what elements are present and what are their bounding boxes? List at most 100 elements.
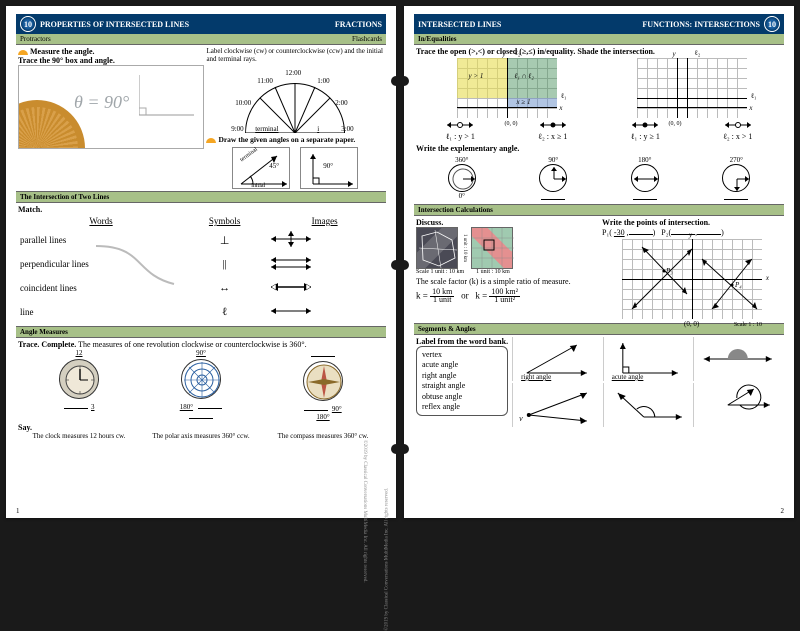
blank <box>198 401 222 409</box>
label-from-bank: Label from the word bank. <box>416 337 508 346</box>
k-equations: k = 10 km1 unit or k = 100 km²1 unit² <box>416 288 596 305</box>
inequalities-content: Trace the open (>,<) or closed (≥,≤) in/… <box>414 45 784 204</box>
say-label: Say. <box>18 423 384 432</box>
point-label: P₃ <box>666 267 673 275</box>
region-label: ℓ₁ ∩ ℓ₂ <box>515 72 534 80</box>
img-coincident <box>265 276 384 300</box>
eq-text: ℓ₁ : y > 1 <box>416 132 505 141</box>
discuss-label: Discuss. <box>416 218 596 227</box>
interval-closed-icon <box>630 120 660 130</box>
measure-label: Measure the angle. <box>30 47 95 56</box>
blank <box>189 411 213 419</box>
origin-label: (0, 0) <box>669 121 682 127</box>
segments-content: Label from the word bank. vertex acute a… <box>414 335 784 429</box>
initial-text: initial <box>251 183 265 189</box>
region-label: x ≥ 1 <box>517 98 531 106</box>
eq-left2: ℓ₂ : x ≥ 1 <box>509 120 598 141</box>
deg-label: 90° <box>332 405 342 413</box>
blank <box>311 349 335 357</box>
interval-closed-icon <box>538 120 568 130</box>
header-title: PROPERTIES OF INTERSECTED LINES <box>40 20 335 29</box>
map-detail <box>416 227 458 269</box>
compass-item: 90° 180° <box>262 349 384 421</box>
section-segments: Segments & Angles <box>414 323 784 335</box>
chapter-badge: 10 <box>20 16 36 32</box>
header-title: INTERSECTED LINES <box>418 20 589 29</box>
points-grid: P₃ P₄ (0, 0) Scale 1 : 10 y x <box>622 239 762 319</box>
eq-text: ℓ₁ : y ≥ 1 <box>601 132 690 141</box>
page-left: 10 PROPERTIES OF INTERSECTED LINES FRACT… <box>6 6 396 518</box>
page-right: INTERSECTED LINES FUNCTIONS: INTERSECTIO… <box>404 6 794 518</box>
header-bar: 10 PROPERTIES OF INTERSECTED LINES FRACT… <box>16 14 386 34</box>
bank-word: right angle <box>422 371 502 381</box>
theta-label: θ = 90° <box>74 92 129 113</box>
section-angle-measures: Angle Measures <box>16 326 386 338</box>
origin-label: (0, 0) <box>684 320 699 328</box>
angle-right: acute angle <box>603 337 692 381</box>
bank-word: acute angle <box>422 360 502 370</box>
grid-box-1: y > 1 ℓ₁ ∩ ℓ₂ x ≥ 1 ℓ₂ ℓ₁ (0, 0) yx <box>457 58 557 118</box>
deg-label: 90° <box>196 349 206 357</box>
angle-fill: right angle <box>521 373 551 381</box>
punch-hole <box>399 76 409 86</box>
protractor-icon <box>18 50 28 55</box>
region-label: y > 1 <box>469 72 484 80</box>
sub-left: Protractors <box>20 35 201 43</box>
angle-grid: right angle acute angle v <box>512 337 782 427</box>
frac-d: 1 unit <box>433 295 451 304</box>
circle-270 <box>722 164 750 192</box>
draw-label: Draw the given angles on a separate pape… <box>218 135 355 144</box>
grid-box-2: ℓ₂ ℓ₁ (0, 0) yx <box>637 58 747 118</box>
eq-text: ℓ₂ : x ≥ 1 <box>509 132 598 141</box>
bank-word: reflex angle <box>422 402 502 412</box>
compass-circle <box>303 361 343 401</box>
polar-item: 90° 180° <box>140 349 262 421</box>
page-number: 2 <box>781 507 785 515</box>
img-perpendicular <box>265 228 384 252</box>
match-label: Match. <box>18 205 384 214</box>
col-images: Images <box>265 214 384 228</box>
angle-acute: right angle <box>512 337 601 381</box>
circle-90 <box>539 164 567 192</box>
time-label: 12:00 <box>285 69 301 77</box>
calc-content: Discuss. 1 unit : 10 km Scale 1 unit : 1… <box>414 216 784 323</box>
label-instruction: Label clockwise (cw) or counterclockwise… <box>206 47 384 63</box>
angle-fill: acute angle <box>612 373 644 381</box>
point-label: P₄ <box>735 281 742 289</box>
protractor-figure: θ = 90° <box>18 65 204 149</box>
bank-word: vertex <box>422 350 502 360</box>
eq-right2: ℓ₂ : x > 1 <box>694 120 783 141</box>
header-subject: FUNCTIONS: INTERSECTIONS <box>589 20 760 29</box>
angle-reflex <box>693 383 782 427</box>
blank <box>633 192 657 200</box>
origin-label: (0, 0) <box>505 121 518 127</box>
two-lines-content: Match. Words Symbols Images parallel lin… <box>16 203 386 326</box>
blank <box>541 192 565 200</box>
scale-factor-text: The scale factor (k) is a simple ratio o… <box>416 277 596 286</box>
img-line <box>265 300 384 324</box>
blank <box>64 401 88 409</box>
map-scale-v: 1 unit : 10 km <box>462 227 467 269</box>
k-eq: k = <box>475 290 487 300</box>
axis-label: ℓ₂ <box>695 49 701 57</box>
col-symbols: Symbols <box>184 214 265 228</box>
blank <box>724 192 748 200</box>
bank-word: straight angle <box>422 381 502 391</box>
match-connector-line <box>24 240 244 316</box>
deg-label: 180° <box>638 156 651 164</box>
axis-label: ℓ₂ <box>515 49 521 57</box>
vertex-label: v <box>519 414 523 423</box>
interval-open-icon <box>723 120 753 130</box>
revolution-desc: The measures of one revolution clockwise… <box>78 340 306 349</box>
num-label: 3 <box>91 403 95 411</box>
write-explementary: Write the explementary angle. <box>416 144 782 153</box>
angle-90-overlay <box>139 70 199 120</box>
sub-bar: Protractors Flashcards <box>16 34 386 45</box>
deg-label: 45° <box>269 162 279 170</box>
chapter-badge: 10 <box>764 16 780 32</box>
col-words: Words <box>18 214 184 228</box>
polar-circle <box>181 359 221 399</box>
trace-label: Trace the 90° box and angle. <box>18 56 204 65</box>
page-number: 1 <box>16 507 20 515</box>
word-bank: vertex acute angle right angle straight … <box>416 346 508 416</box>
